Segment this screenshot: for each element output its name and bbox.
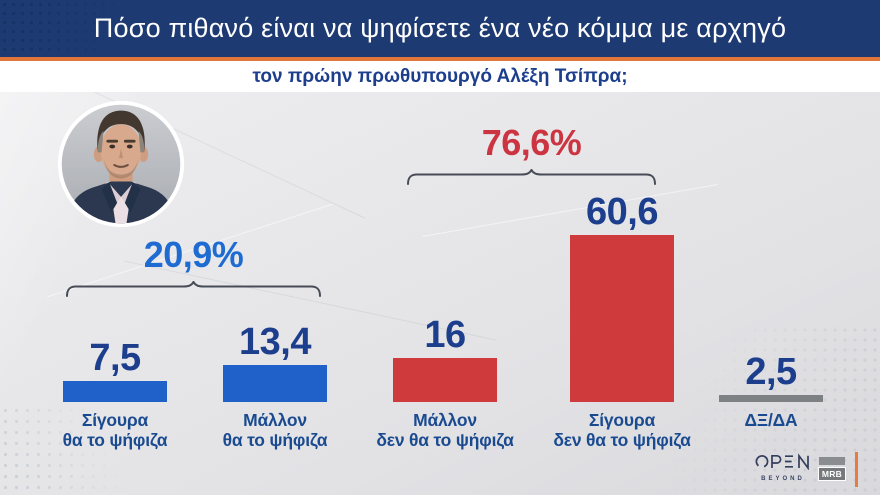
mrb-logo: MRB — [818, 457, 846, 481]
group-bracket-1 — [66, 279, 321, 297]
halftone-dots — [0, 405, 150, 495]
bar-value-4: 60,6 — [586, 191, 658, 233]
bar-value-1: 7,5 — [89, 337, 141, 379]
bar-label-2: Μάλλον θα το ψήφιζα — [222, 410, 328, 450]
bar-label-3: Μάλλον δεν θα το ψήφιζα — [376, 410, 514, 450]
open-logo-subtext: BEYOND — [761, 476, 805, 482]
subtitle-band: τον πρώην πρωθυπουργό Αλέξη Τσίπρα; — [0, 61, 880, 92]
mrb-logo-bar — [819, 457, 845, 465]
bar-label-4: Σίγουρα δεν θα το ψήφιζα — [553, 410, 691, 450]
accent-tick — [855, 452, 858, 487]
bar-4 — [570, 235, 674, 402]
group-bracket-2 — [407, 167, 656, 185]
mrb-logo-text: MRB — [818, 467, 846, 481]
bar-value-3: 16 — [424, 314, 466, 356]
bar-value-5: 2,5 — [745, 351, 797, 393]
bar-3 — [393, 358, 497, 402]
title-band: Πόσο πιθανό είναι να ψηφίσετε ένα νέο κό… — [0, 0, 880, 57]
politician-avatar — [57, 100, 185, 228]
accent-divider — [0, 57, 880, 61]
group-label-2: 76,6% — [481, 122, 582, 163]
open-logo-glyphs — [755, 453, 809, 471]
bar-5 — [719, 395, 823, 402]
avatar-portrait — [61, 104, 181, 224]
group-label-1: 20,9% — [143, 234, 244, 275]
bar-label-5: ΔΞ/ΔΑ — [744, 410, 798, 430]
bar-label-1: Σίγουρα θα το ψήφιζα — [62, 410, 168, 450]
open-channel-logo: BEYOND — [752, 453, 814, 482]
page-title: Πόσο πιθανό είναι να ψηφίσετε ένα νέο κό… — [93, 13, 787, 43]
page-subtitle: τον πρώην πρωθυπουργό Αλέξη Τσίπρα; — [252, 65, 628, 87]
bar-value-2: 13,4 — [239, 321, 311, 363]
bar-1 — [63, 381, 167, 402]
corner-texture — [0, 0, 160, 57]
halftone-dots — [660, 325, 880, 495]
bar-2 — [223, 365, 327, 402]
